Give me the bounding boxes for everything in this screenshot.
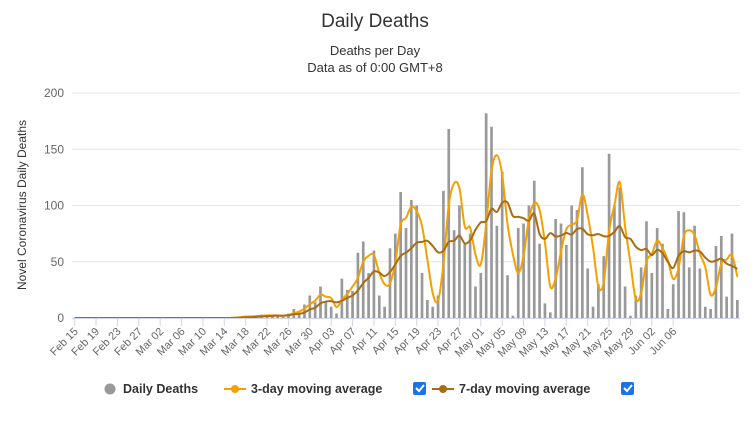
bar-daily-deaths-39 [281, 316, 285, 318]
chart-title: Daily Deaths [321, 11, 429, 32]
bar-daily-deaths-63 [410, 199, 413, 318]
bar-daily-deaths-47 [324, 301, 328, 318]
bar-daily-deaths-86 [532, 180, 536, 318]
chart-subtitle-line2: Data as of 0:00 GMT+8 [307, 60, 442, 75]
bar-daily-deaths-51 [345, 289, 349, 318]
bar-daily-deaths-112 [671, 284, 675, 318]
bar-daily-deaths-37 [271, 315, 274, 318]
bar-daily-deaths-111 [666, 309, 670, 318]
bar-daily-deaths-121 [719, 235, 723, 318]
legend-marker-3-day [231, 385, 239, 393]
bar-daily-deaths-67 [431, 306, 435, 318]
bar-daily-deaths-114 [682, 212, 686, 318]
y-tick-label-100: 100 [44, 199, 64, 213]
y-tick-label-200: 200 [44, 86, 64, 100]
bar-daily-deaths-68 [436, 295, 440, 318]
checkmark-icon [415, 384, 425, 393]
bar-daily-deaths-87 [538, 243, 541, 318]
legend: Daily Deaths 3-day moving average 7-day mo… [104, 382, 634, 396]
bar-daily-deaths-65 [420, 273, 424, 318]
bar-daily-deaths-55 [367, 273, 370, 318]
bar-daily-deaths-104 [629, 315, 632, 318]
bar-daily-deaths-76 [479, 273, 483, 318]
bar-daily-deaths-92 [564, 244, 568, 318]
bar-daily-deaths-96 [586, 268, 590, 318]
bar-daily-deaths-52 [351, 291, 354, 318]
bar-daily-deaths-95 [581, 167, 584, 318]
bar-daily-deaths-118 [703, 306, 707, 318]
bar-daily-deaths-80 [500, 171, 504, 318]
bar-daily-deaths-91 [559, 223, 563, 318]
bar-daily-deaths-53 [356, 252, 360, 318]
bar-daily-deaths-98 [597, 284, 600, 318]
legend-checkbox-7-day[interactable] [621, 382, 634, 395]
bar-daily-deaths-44 [308, 295, 312, 318]
bar-daily-deaths-93 [570, 205, 573, 318]
bar-daily-deaths-99 [602, 256, 606, 318]
bar-daily-deaths-45 [313, 302, 317, 318]
bar-daily-deaths-94 [575, 210, 579, 318]
bar-daily-deaths-85 [527, 205, 531, 318]
bar-daily-deaths-72 [458, 205, 461, 318]
bar-daily-deaths-60 [393, 233, 397, 318]
bar-daily-deaths-66 [426, 300, 429, 318]
legend-label-7-day-moving-average: 7-day moving average [459, 382, 590, 396]
bar-daily-deaths-107 [645, 221, 648, 318]
bar-daily-deaths-123 [730, 233, 734, 318]
grid-lines: 0 50 100 150 200 [44, 86, 740, 325]
bar-daily-deaths-89 [548, 312, 552, 318]
bar-daily-deaths-54 [361, 241, 365, 318]
bar-daily-deaths-97 [591, 306, 595, 318]
bar-daily-deaths-101 [613, 205, 616, 318]
legend-checkbox-3-day[interactable] [413, 382, 426, 395]
legend-label-daily-deaths: Daily Deaths [123, 382, 198, 396]
checkmark-icon [623, 384, 633, 393]
bar-daily-deaths-82 [511, 315, 515, 318]
bar-daily-deaths-120 [714, 246, 718, 318]
y-tick-label-50: 50 [51, 255, 65, 269]
bar-daily-deaths-71 [452, 230, 456, 318]
y-axis-title: Novel Coronavirus Daily Deaths [15, 120, 29, 290]
bar-daily-deaths-109 [655, 228, 659, 318]
bar-daily-deaths-56 [372, 250, 376, 318]
bar-daily-deaths-48 [329, 306, 333, 318]
bar-daily-deaths-70 [447, 129, 451, 318]
bar-daily-deaths-43 [303, 304, 306, 318]
bar-daily-deaths-42 [297, 312, 301, 318]
bar-daily-deaths-102 [618, 187, 622, 318]
y-tick-label-0: 0 [57, 311, 64, 325]
bar-daily-deaths-74 [468, 233, 472, 318]
legend-label-3-day-moving-average: 3-day moving average [251, 382, 382, 396]
bar-daily-deaths-64 [415, 205, 419, 318]
bar-daily-deaths-122 [725, 296, 728, 318]
bar-daily-deaths-57 [377, 295, 381, 318]
bar-daily-deaths-116 [693, 225, 696, 318]
bar-daily-deaths-124 [735, 300, 739, 318]
bar-daily-deaths-110 [661, 243, 664, 318]
bar-daily-deaths-81 [506, 275, 509, 318]
bar-daily-deaths-90 [554, 219, 557, 318]
y-tick-label-150: 150 [44, 142, 64, 156]
bar-daily-deaths-49 [335, 313, 338, 318]
bar-daily-deaths-58 [383, 306, 386, 318]
bar-daily-deaths-75 [474, 286, 477, 318]
bar-daily-deaths-84 [522, 223, 525, 318]
bar-daily-deaths-103 [623, 286, 627, 318]
bar-daily-deaths-73 [463, 243, 467, 318]
bar-daily-deaths-78 [490, 126, 493, 318]
bar-daily-deaths-105 [634, 295, 638, 318]
bar-daily-deaths-108 [650, 273, 654, 318]
chart-subtitle-line1: Deaths per Day [330, 43, 421, 58]
bar-daily-deaths-62 [404, 228, 408, 318]
legend-marker-7-day [439, 385, 447, 393]
bar-daily-deaths-115 [687, 267, 691, 318]
bar-daily-deaths-79 [495, 225, 499, 318]
bar-daily-deaths-88 [543, 303, 547, 318]
bar-daily-deaths-119 [709, 309, 712, 318]
bar-daily-deaths-117 [698, 268, 702, 318]
legend-marker-daily-deaths [104, 383, 116, 395]
